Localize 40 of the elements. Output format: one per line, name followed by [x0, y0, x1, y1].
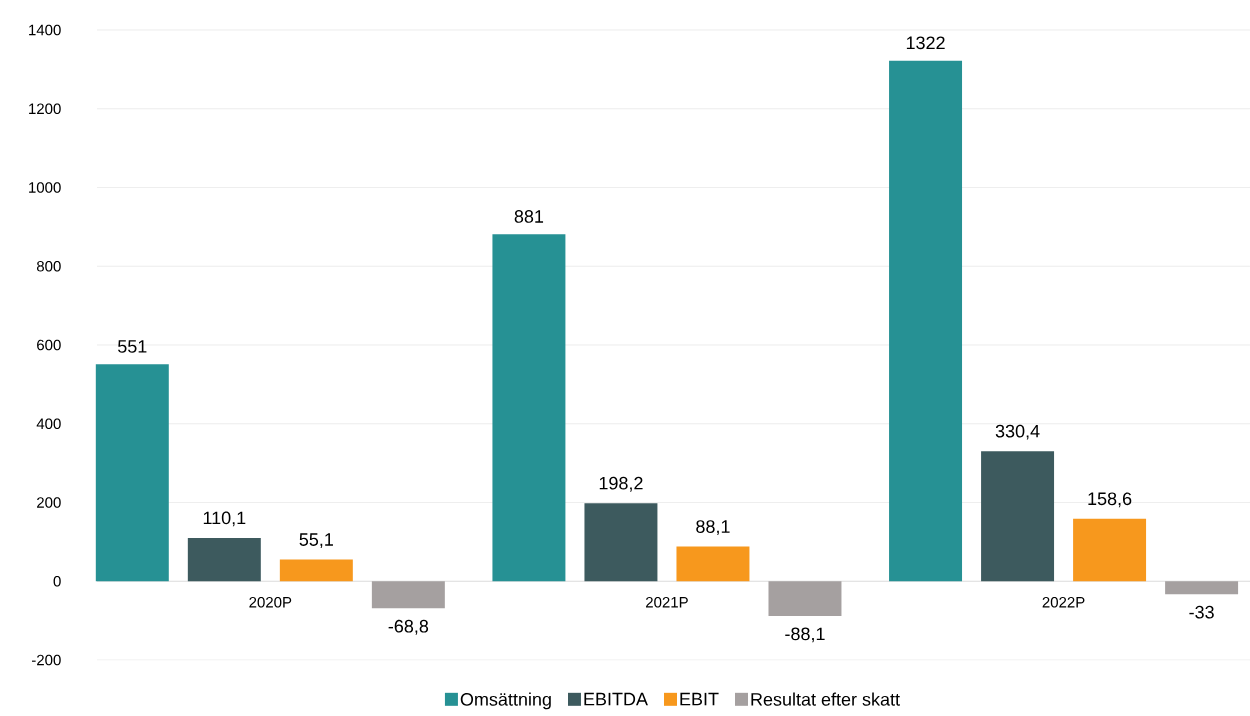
legend-label: Resultat efter skatt	[751, 692, 900, 706]
data-label: -68,8	[388, 619, 429, 635]
y-tick-label: 800	[36, 260, 61, 272]
data-label: 198,2	[599, 476, 643, 492]
bar	[676, 546, 750, 582]
data-label: 881	[514, 210, 544, 223]
y-tick-label: 400	[36, 418, 61, 430]
y-tick-label: 0	[53, 575, 61, 587]
x-tick-label: 2021P	[646, 596, 688, 608]
y-tick-label: 1200	[29, 103, 61, 115]
bar	[279, 559, 353, 582]
y-tick-label: 600	[37, 339, 61, 351]
y-tick-label: 1400	[29, 24, 61, 36]
data-label: 110,1	[203, 511, 246, 527]
bar	[1165, 581, 1239, 595]
x-tick-label: 2022P	[1042, 596, 1085, 608]
bar	[492, 234, 566, 582]
x-tick-label: 2020P	[249, 596, 292, 608]
data-label: 330,4	[995, 424, 1040, 440]
data-label: 88,1	[696, 520, 730, 536]
bar	[768, 581, 842, 616]
bar	[95, 364, 169, 582]
data-label: -88,1	[785, 627, 825, 643]
data-label: 158,6	[1088, 492, 1132, 508]
legend-label: EBIT	[680, 692, 719, 706]
y-tick-label: 1000	[29, 182, 61, 193]
legend-label: Omsättning	[460, 692, 551, 710]
bar	[981, 451, 1055, 582]
bar	[889, 60, 963, 582]
data-label: 55,1	[299, 533, 333, 549]
bar	[1073, 518, 1147, 582]
y-tick-label: -200	[31, 654, 61, 666]
data-label: 551	[118, 340, 147, 353]
legend-label: EBITDA	[584, 692, 648, 706]
data-label: -33	[1189, 605, 1214, 619]
bar	[187, 537, 261, 582]
data-label: 1322	[906, 36, 945, 50]
bar	[371, 581, 445, 609]
y-tick-label: 200	[37, 497, 61, 508]
bar	[584, 503, 658, 582]
